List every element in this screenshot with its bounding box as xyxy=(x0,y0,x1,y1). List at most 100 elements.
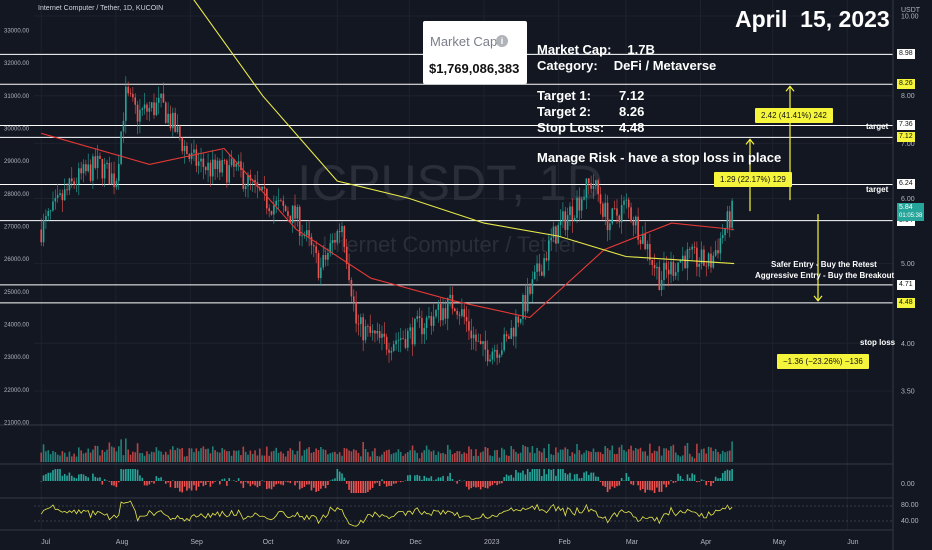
candle-body xyxy=(639,239,642,244)
candle-body xyxy=(508,336,510,339)
volume-bar xyxy=(616,453,618,462)
macd-bar xyxy=(80,473,82,481)
candle-body xyxy=(256,182,259,188)
volume-bar xyxy=(465,453,468,462)
volume-bar xyxy=(475,449,477,462)
candle-body xyxy=(204,167,207,171)
candle-body xyxy=(108,162,111,185)
macd-bar xyxy=(52,470,54,481)
macd-bar xyxy=(305,481,308,485)
macd-bar xyxy=(310,481,313,491)
arrow-stop-loss-head xyxy=(813,295,823,302)
macd-bar xyxy=(573,474,576,481)
volume-bar xyxy=(679,456,682,462)
macd-bar xyxy=(294,481,296,486)
candle-body xyxy=(73,181,75,185)
macd-bar xyxy=(602,481,604,486)
candle-body xyxy=(94,156,97,169)
candle-body xyxy=(115,180,118,188)
macd-bar xyxy=(703,480,705,481)
candle-body xyxy=(550,237,552,241)
macd-bar xyxy=(475,481,477,488)
candle-body xyxy=(80,168,82,174)
candle-body xyxy=(430,316,433,326)
macd-bar xyxy=(54,469,57,481)
candle-body xyxy=(425,317,428,329)
volume-bar xyxy=(634,448,637,462)
candle-body xyxy=(446,297,449,319)
candle-body xyxy=(461,309,463,316)
candle-body xyxy=(49,210,52,212)
volume-bar xyxy=(226,451,228,462)
candle-body xyxy=(449,294,451,298)
volume-bar xyxy=(40,452,43,462)
volume-bar xyxy=(125,438,127,462)
candle-body xyxy=(552,226,555,238)
volume-bar xyxy=(540,452,543,462)
candle-body xyxy=(489,359,491,362)
candle-body xyxy=(637,216,639,240)
watermark-description: Internet Computer / Tether xyxy=(322,232,578,257)
macd-bar xyxy=(155,476,158,481)
macd-bar xyxy=(642,481,644,489)
level-price-label: 4.48 xyxy=(897,297,915,308)
macd-bar xyxy=(195,481,198,491)
volume-bar xyxy=(249,450,252,462)
macd-bar xyxy=(183,481,186,487)
macd-bar xyxy=(599,481,602,483)
candle-body xyxy=(117,163,120,181)
left-tick-label: 25000.00 xyxy=(4,290,30,296)
macd-bar xyxy=(663,481,665,485)
candle-body xyxy=(99,155,101,159)
macd-bar xyxy=(214,481,216,482)
info-target1: Target 1: 7.12 xyxy=(537,88,644,103)
candle-body xyxy=(352,296,355,302)
macd-bar xyxy=(87,477,90,481)
label-stop-loss: stop loss xyxy=(860,338,896,347)
macd-bar xyxy=(548,469,550,481)
volume-bar xyxy=(446,445,449,462)
candle-body xyxy=(52,201,54,211)
x-tick-label: Feb xyxy=(559,539,571,546)
volume-bar xyxy=(510,445,513,462)
volume-bar xyxy=(684,445,686,462)
macd-bar xyxy=(543,469,545,481)
macd-bar xyxy=(399,481,402,483)
candle-body xyxy=(127,86,129,94)
candle-body xyxy=(214,159,216,169)
macd-bar xyxy=(595,476,597,481)
macd-bar xyxy=(503,477,505,481)
left-tick-label: 26000.00 xyxy=(4,257,30,263)
macd-bar xyxy=(698,481,701,482)
volume-bar xyxy=(569,455,571,462)
candle-body xyxy=(526,286,529,312)
volume-bar xyxy=(216,451,219,462)
macd-bar xyxy=(237,478,240,481)
volume-bar xyxy=(437,451,440,462)
candle-body xyxy=(522,295,524,319)
candle-body xyxy=(505,334,508,337)
left-tick-label: 32000.00 xyxy=(4,61,30,67)
volume-bar xyxy=(703,448,705,462)
candle-body xyxy=(576,197,578,218)
volume-bar xyxy=(425,445,428,462)
macd-bar xyxy=(517,472,520,481)
volume-bar xyxy=(146,451,148,462)
macd-bar xyxy=(696,481,698,483)
candle-body xyxy=(414,318,416,345)
volume-bar xyxy=(667,450,670,462)
volume-bar xyxy=(68,451,71,462)
volume-bar xyxy=(193,452,195,462)
info-target2-value: 8.26 xyxy=(619,104,645,119)
macd-bar xyxy=(611,481,614,487)
macd-bar xyxy=(348,481,350,490)
info-icon[interactable]: i xyxy=(496,35,508,47)
macd-bar xyxy=(637,481,639,486)
current-price-value: 5.84 xyxy=(899,204,913,212)
candle-body xyxy=(176,126,179,132)
macd-bar xyxy=(656,481,658,488)
volume-bar xyxy=(82,453,85,462)
candle-body xyxy=(672,261,675,276)
right-tick-label: 3.50 xyxy=(901,388,915,395)
